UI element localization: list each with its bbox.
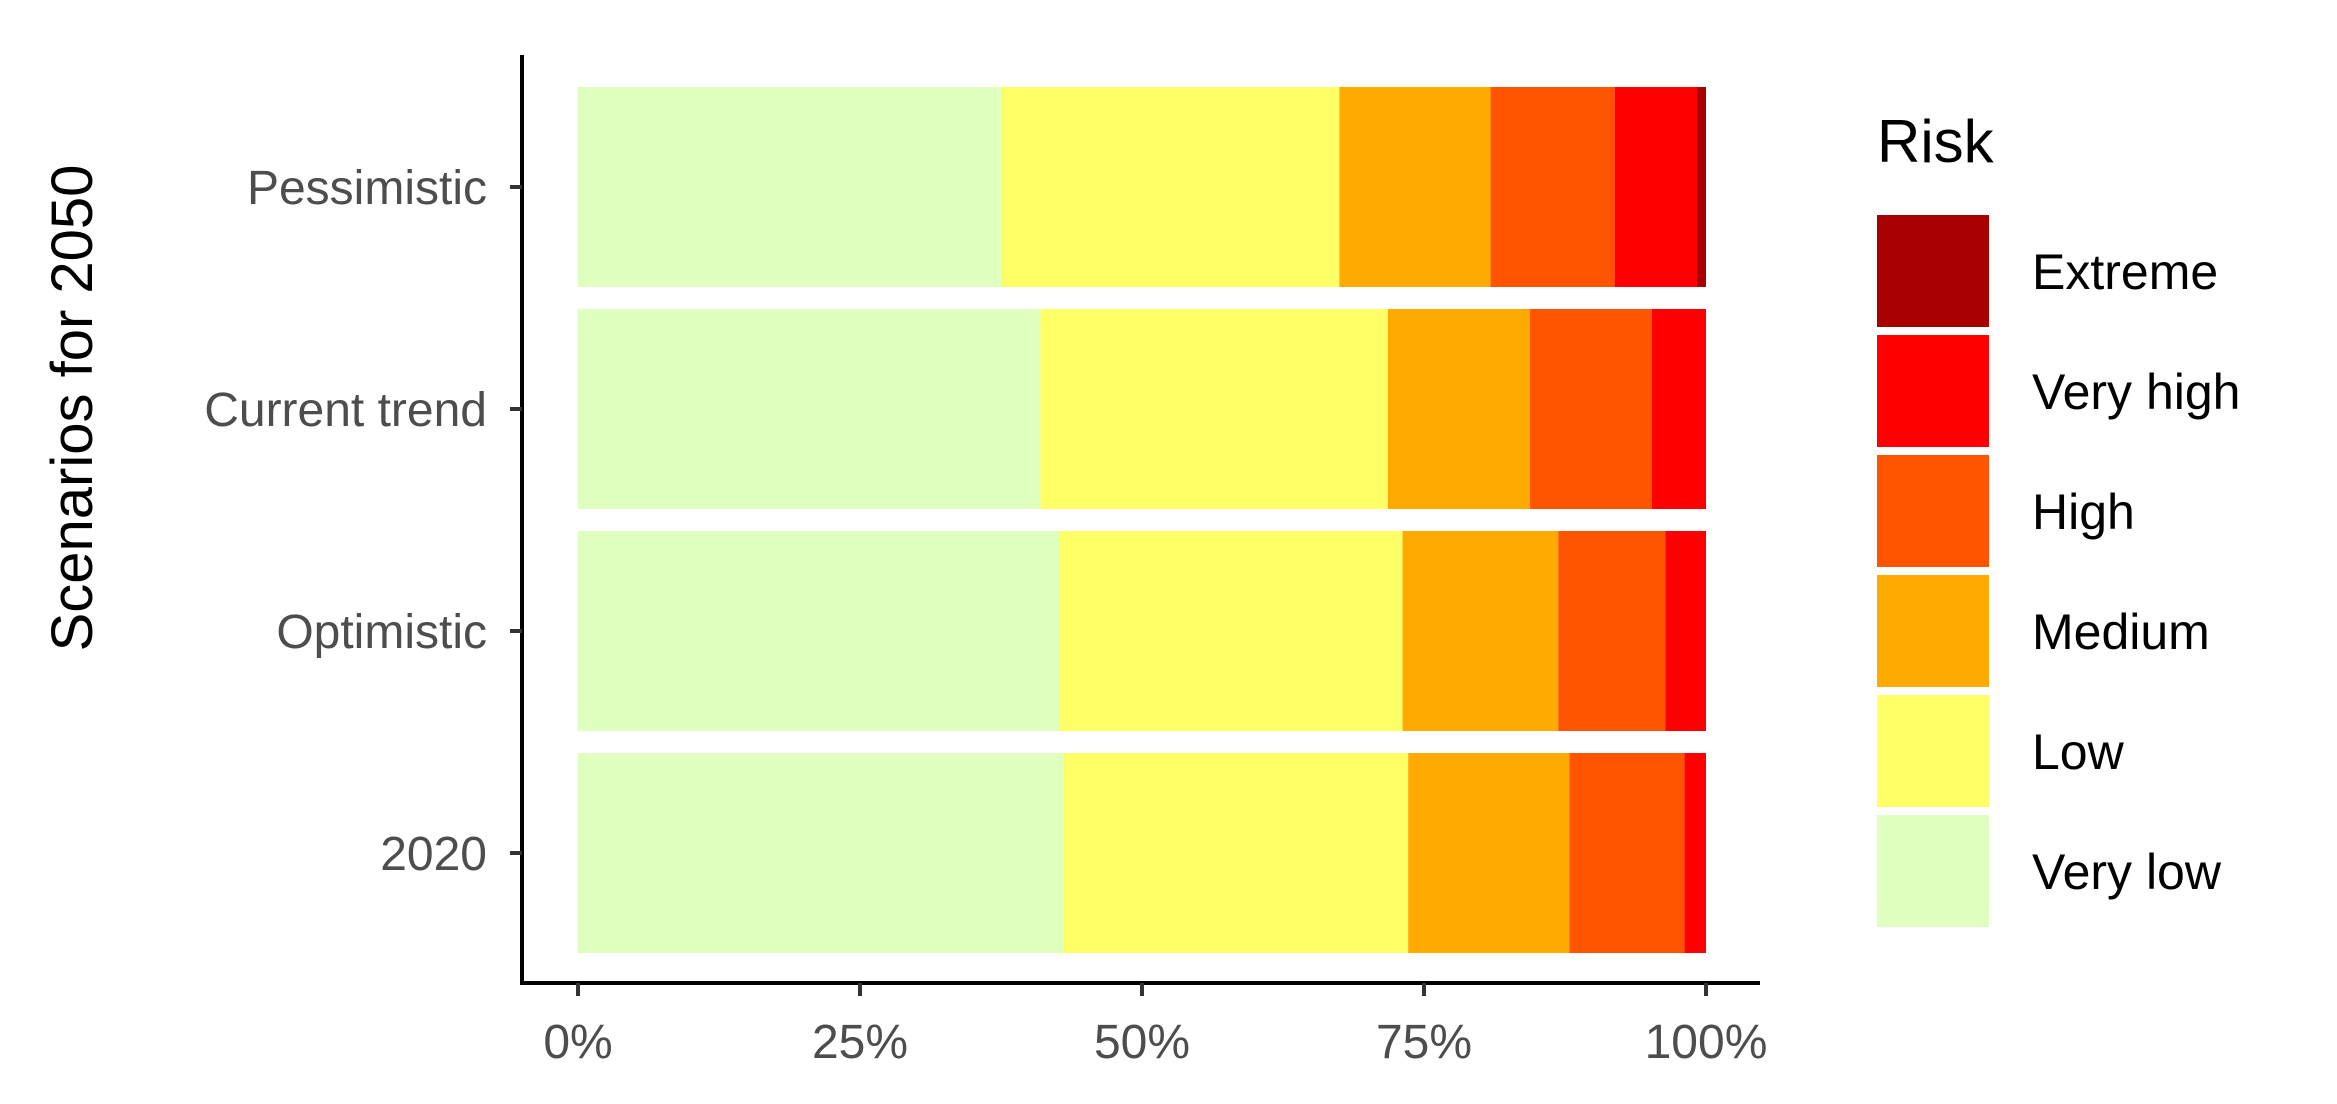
bar-segment-optimistic-medium [1402,531,1559,731]
x-tick-label-0: 0% [543,1016,612,1069]
legend-label-very-low: Very low [2032,844,2222,900]
y-tick-label-optimistic: Optimistic [276,606,487,659]
bar-segment-current-trend-very-high [1651,309,1706,509]
bar-segment-current-trend-medium [1387,309,1531,509]
bar-segment-optimistic-very-high [1665,531,1706,731]
x-tick-label-1: 25% [812,1016,908,1069]
bar-segment-2020-very-low [578,753,1064,953]
bar-segment-optimistic-very-low [578,531,1060,731]
x-tick-label-4: 100% [1645,1016,1768,1069]
legend-key-very-high [1877,335,1989,447]
bar-segment-pessimistic-high [1490,87,1615,287]
legend-label-medium: Medium [2032,604,2210,660]
bar-segment-current-trend-high [1530,309,1652,509]
y-ticks-group: Pessimistic Current trend Optimistic 2020 [204,162,522,881]
legend-key-low [1877,695,1989,807]
legend-label-very-high: Very high [2032,364,2240,420]
y-axis-title: Scenarios for 2050 [40,165,105,652]
bar-segment-2020-medium [1408,753,1570,953]
y-tick-label-current-trend: Current trend [204,384,487,437]
bar-segment-pessimistic-low [1001,87,1340,287]
legend-label-high: High [2032,484,2135,540]
bar-segment-optimistic-high [1558,531,1666,731]
bar-segment-pessimistic-extreme [1696,87,1706,287]
x-tick-label-3: 75% [1376,1016,1472,1069]
bar-segment-pessimistic-very-high [1614,87,1697,287]
legend-key-extreme [1877,215,1989,327]
legend-key-medium [1877,575,1989,687]
bar-segment-optimistic-low [1059,531,1403,731]
bar-segment-2020-high [1569,753,1685,953]
bar-segment-2020-very-high [1684,753,1706,953]
x-tick-label-2: 50% [1094,1016,1190,1069]
x-ticks-group: 0% 25% 50% 75% 100% [543,983,1767,1069]
y-tick-label-2020: 2020 [380,828,487,881]
legend-key-very-low [1877,815,1989,927]
bars-group [578,87,1706,953]
legend-label-extreme: Extreme [2032,244,2218,300]
legend-key-high [1877,455,1989,567]
legend: Extreme Very high High Medium Low Very low [1877,215,2240,927]
legend-title: Risk [1877,108,1995,175]
y-tick-label-pessimistic: Pessimistic [247,162,487,215]
bar-segment-current-trend-low [1040,309,1388,509]
bar-segment-2020-low [1063,753,1409,953]
bar-segment-pessimistic-medium [1339,87,1491,287]
legend-label-low: Low [2032,724,2125,780]
bar-segment-pessimistic-very-low [578,87,1001,287]
bar-segment-current-trend-very-low [578,309,1041,509]
